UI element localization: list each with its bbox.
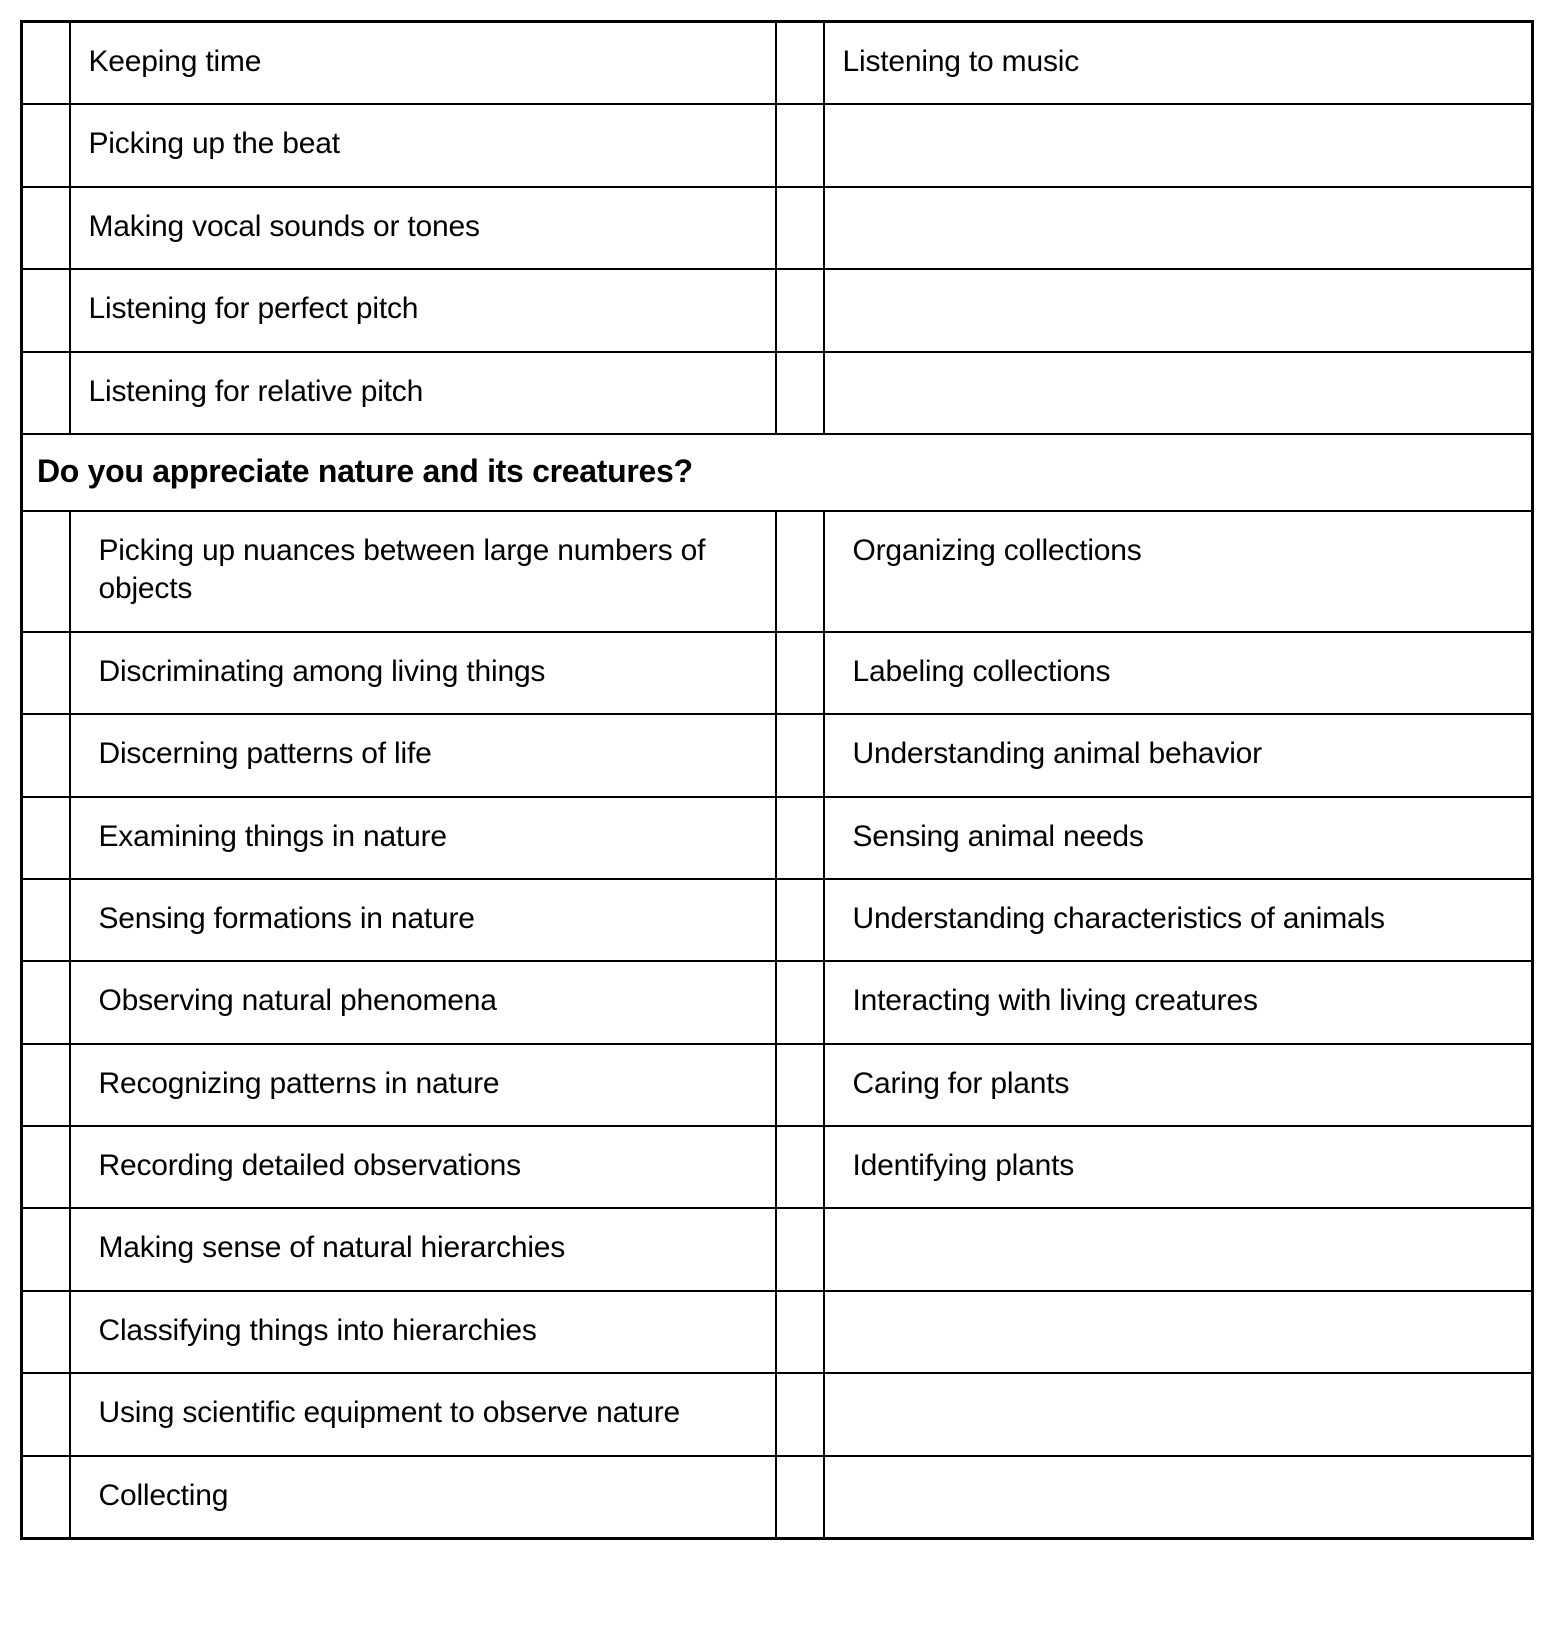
item-right: Listening to music bbox=[824, 22, 1533, 105]
item-right bbox=[824, 269, 1533, 351]
table-row: Using scientific equipment to observe na… bbox=[22, 1373, 1533, 1455]
section-header-row: Do you appreciate nature and its creatur… bbox=[22, 434, 1533, 511]
skills-table: Keeping time Listening to music Picking … bbox=[20, 20, 1534, 1540]
checkbox-cell[interactable] bbox=[22, 187, 70, 269]
item-right: Sensing animal needs bbox=[824, 797, 1533, 879]
checkbox-cell[interactable] bbox=[22, 797, 70, 879]
checkbox-cell[interactable] bbox=[22, 714, 70, 796]
checkbox-cell[interactable] bbox=[776, 1373, 824, 1455]
table-row: Observing natural phenomena Interacting … bbox=[22, 961, 1533, 1043]
checkbox-cell[interactable] bbox=[22, 104, 70, 186]
section-nature: Picking up nuances between large numbers… bbox=[22, 511, 1533, 1539]
item-right: Understanding animal behavior bbox=[824, 714, 1533, 796]
checkbox-cell[interactable] bbox=[22, 1291, 70, 1373]
checkbox-cell[interactable] bbox=[776, 22, 824, 105]
section-music: Keeping time Listening to music Picking … bbox=[22, 22, 1533, 434]
checkbox-cell[interactable] bbox=[776, 104, 824, 186]
checkbox-cell[interactable] bbox=[22, 1208, 70, 1290]
item-right: Identifying plants bbox=[824, 1126, 1533, 1208]
item-right: Organizing collections bbox=[824, 511, 1533, 632]
checkbox-cell[interactable] bbox=[776, 511, 824, 632]
checkbox-cell[interactable] bbox=[22, 1373, 70, 1455]
checkbox-cell[interactable] bbox=[22, 352, 70, 434]
item-left: Listening for perfect pitch bbox=[70, 269, 776, 351]
checkbox-cell[interactable] bbox=[776, 187, 824, 269]
item-right: Caring for plants bbox=[824, 1044, 1533, 1126]
table-row: Picking up the beat bbox=[22, 104, 1533, 186]
item-right bbox=[824, 1373, 1533, 1455]
table-row: Keeping time Listening to music bbox=[22, 22, 1533, 105]
section-header: Do you appreciate nature and its creatur… bbox=[22, 434, 1533, 511]
checkbox-cell[interactable] bbox=[22, 1456, 70, 1539]
item-left: Classifying things into hierarchies bbox=[70, 1291, 776, 1373]
item-right bbox=[824, 1291, 1533, 1373]
checkbox-cell[interactable] bbox=[22, 961, 70, 1043]
table-row: Sensing formations in nature Understandi… bbox=[22, 879, 1533, 961]
item-left: Recognizing patterns in nature bbox=[70, 1044, 776, 1126]
table-row: Discriminating among living things Label… bbox=[22, 632, 1533, 714]
checkbox-cell[interactable] bbox=[22, 22, 70, 105]
item-left: Making sense of natural hierarchies bbox=[70, 1208, 776, 1290]
checkbox-cell[interactable] bbox=[776, 714, 824, 796]
item-left: Making vocal sounds or tones bbox=[70, 187, 776, 269]
item-left: Observing natural phenomena bbox=[70, 961, 776, 1043]
checkbox-cell[interactable] bbox=[776, 1456, 824, 1539]
item-left: Sensing formations in nature bbox=[70, 879, 776, 961]
checkbox-cell[interactable] bbox=[776, 1291, 824, 1373]
item-right bbox=[824, 1456, 1533, 1539]
item-left: Discerning patterns of life bbox=[70, 714, 776, 796]
item-right: Understanding characteristics of animals bbox=[824, 879, 1533, 961]
item-left: Listening for relative pitch bbox=[70, 352, 776, 434]
table-row: Recognizing patterns in nature Caring fo… bbox=[22, 1044, 1533, 1126]
table-row: Classifying things into hierarchies bbox=[22, 1291, 1533, 1373]
checkbox-cell[interactable] bbox=[22, 1044, 70, 1126]
table-row: Making sense of natural hierarchies bbox=[22, 1208, 1533, 1290]
checkbox-cell[interactable] bbox=[776, 797, 824, 879]
table-row: Recording detailed observations Identify… bbox=[22, 1126, 1533, 1208]
item-right: Labeling collections bbox=[824, 632, 1533, 714]
checkbox-cell[interactable] bbox=[776, 269, 824, 351]
item-right bbox=[824, 352, 1533, 434]
table-row: Collecting bbox=[22, 1456, 1533, 1539]
checkbox-cell[interactable] bbox=[22, 632, 70, 714]
checkbox-cell[interactable] bbox=[22, 511, 70, 632]
section-nature-header: Do you appreciate nature and its creatur… bbox=[22, 434, 1533, 511]
table-row: Making vocal sounds or tones bbox=[22, 187, 1533, 269]
item-right bbox=[824, 1208, 1533, 1290]
item-left: Collecting bbox=[70, 1456, 776, 1539]
item-right bbox=[824, 187, 1533, 269]
checkbox-cell[interactable] bbox=[776, 961, 824, 1043]
item-left: Discriminating among living things bbox=[70, 632, 776, 714]
checkbox-cell[interactable] bbox=[776, 1044, 824, 1126]
checkbox-cell[interactable] bbox=[776, 879, 824, 961]
checkbox-cell[interactable] bbox=[776, 1126, 824, 1208]
item-left: Using scientific equipment to observe na… bbox=[70, 1373, 776, 1455]
item-left: Picking up the beat bbox=[70, 104, 776, 186]
table-row: Picking up nuances between large numbers… bbox=[22, 511, 1533, 632]
checkbox-cell[interactable] bbox=[776, 632, 824, 714]
checkbox-cell[interactable] bbox=[776, 352, 824, 434]
checkbox-cell[interactable] bbox=[22, 1126, 70, 1208]
item-left: Recording detailed observations bbox=[70, 1126, 776, 1208]
checkbox-cell[interactable] bbox=[22, 879, 70, 961]
item-right: Interacting with living creatures bbox=[824, 961, 1533, 1043]
item-left: Picking up nuances between large numbers… bbox=[70, 511, 776, 632]
table-row: Listening for relative pitch bbox=[22, 352, 1533, 434]
table-row: Discerning patterns of life Understandin… bbox=[22, 714, 1533, 796]
item-right bbox=[824, 104, 1533, 186]
checkbox-cell[interactable] bbox=[776, 1208, 824, 1290]
table-row: Examining things in nature Sensing anima… bbox=[22, 797, 1533, 879]
item-left: Examining things in nature bbox=[70, 797, 776, 879]
checkbox-cell[interactable] bbox=[22, 269, 70, 351]
table-row: Listening for perfect pitch bbox=[22, 269, 1533, 351]
item-left: Keeping time bbox=[70, 22, 776, 105]
